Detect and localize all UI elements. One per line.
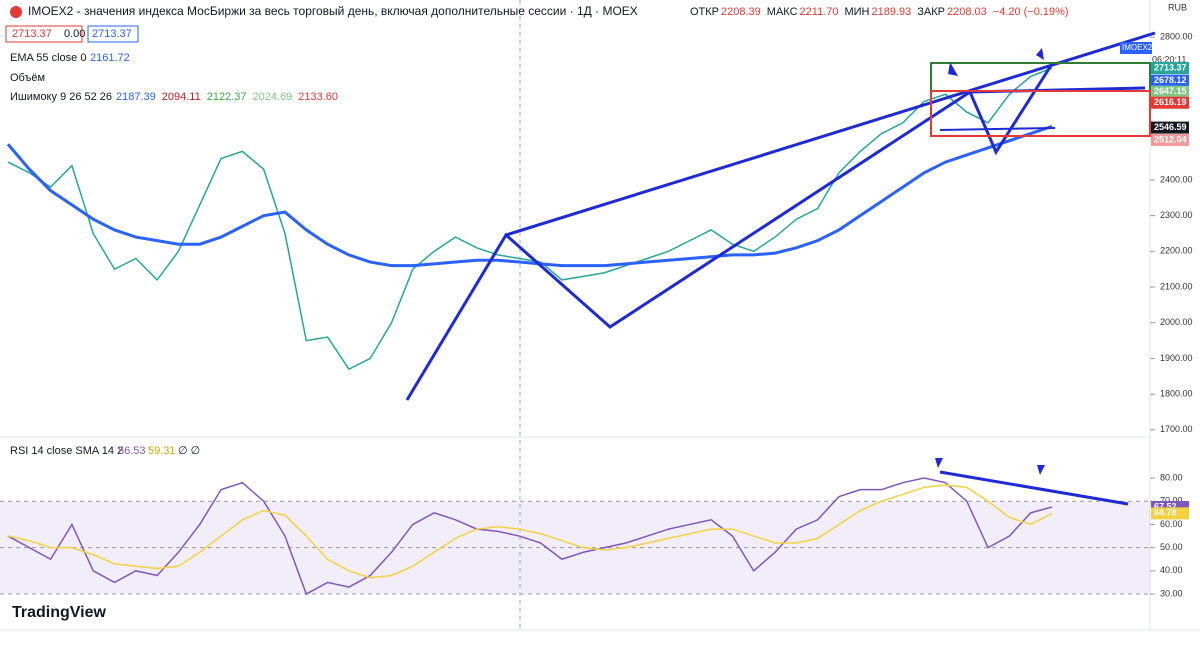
rsi-extra: ∅ ∅ bbox=[178, 445, 200, 457]
ohlc-item: МАКС bbox=[767, 6, 798, 18]
y-tick-label: 1700.00 bbox=[1160, 424, 1193, 434]
spread: 0.00 bbox=[64, 28, 85, 40]
y-tick-label: 2200.00 bbox=[1160, 246, 1193, 256]
rsi-band bbox=[0, 501, 1150, 595]
arrow bbox=[1036, 48, 1044, 60]
price-tag-label: 2713.37 bbox=[1154, 62, 1187, 72]
price-tag bbox=[1151, 96, 1189, 109]
ohlc-item: 2208.03 bbox=[947, 6, 987, 18]
price-tag-label: 2616.19 bbox=[1154, 97, 1187, 107]
ohlc-item: 2208.39 bbox=[721, 6, 761, 18]
price-tag bbox=[1151, 74, 1189, 87]
price-tag-label: 2647.15 bbox=[1154, 86, 1187, 96]
arrows bbox=[935, 48, 1045, 475]
rsi-trend-line bbox=[939, 470, 1129, 506]
ichimoku-value: 2094.11 bbox=[162, 91, 201, 103]
ohlc-item: ОТКР bbox=[690, 6, 719, 18]
ichimoku-value: 2187.39 bbox=[116, 91, 156, 103]
y-tick-label: 70.00 bbox=[1160, 496, 1183, 506]
y-tick-label: 80.00 bbox=[1160, 472, 1183, 482]
y-tick-label: 1800.00 bbox=[1160, 389, 1193, 399]
price-tag bbox=[1151, 85, 1189, 98]
sma-value: 59.31 bbox=[148, 445, 176, 457]
price-tag bbox=[1151, 62, 1189, 75]
symbol-tag-label: IMOEX2 bbox=[1122, 43, 1153, 52]
price-tag-label: 2512.04 bbox=[1154, 134, 1187, 144]
y-tick-label: 30.00 bbox=[1160, 588, 1183, 598]
ema-value: 2161.72 bbox=[90, 52, 130, 64]
title: IMOEX2 - значения индекса МосБиржи за ве… bbox=[28, 4, 638, 18]
series-line bbox=[7, 477, 1053, 596]
price-tag bbox=[1151, 507, 1189, 520]
rsi-value: 56.53 bbox=[118, 445, 146, 457]
y-tick-label: 2800.00 bbox=[1160, 32, 1193, 42]
trend-line bbox=[505, 31, 1156, 237]
ichimoku-value: 2122.37 bbox=[207, 91, 247, 103]
input-box[interactable] bbox=[87, 25, 139, 43]
ask: 2713.37 bbox=[92, 28, 132, 40]
volume-legend: Объём bbox=[10, 72, 45, 84]
price-tag bbox=[1151, 133, 1189, 146]
y-tick-label: 2100.00 bbox=[1160, 281, 1193, 291]
y-tick-label: 2400.00 bbox=[1160, 174, 1193, 184]
ichimoku-value: 2024.69 bbox=[252, 91, 292, 103]
input-box[interactable] bbox=[5, 25, 83, 43]
series-line bbox=[6, 124, 1053, 268]
trend-path bbox=[405, 63, 1054, 401]
ichimoku-legend: Ишимоку 9 26 52 26 bbox=[10, 91, 112, 103]
brand: TradingView bbox=[12, 604, 107, 621]
price-tag-label: 2546.59 bbox=[1154, 122, 1187, 132]
symbol-icon bbox=[10, 6, 22, 18]
y-tick-label: 1900.00 bbox=[1160, 353, 1193, 363]
drawings bbox=[405, 31, 1156, 506]
currency[interactable]: RUB bbox=[1168, 2, 1187, 12]
price-tag-label: 67.52 bbox=[1154, 501, 1177, 511]
bid: 2713.37 bbox=[12, 28, 52, 40]
ichimoku-value: 2133.60 bbox=[298, 91, 338, 103]
timer: 06:20:11 bbox=[1152, 54, 1186, 64]
price-tag-label: 2678.12 bbox=[1154, 75, 1187, 85]
ohlc-item: ЗАКР bbox=[917, 6, 945, 18]
price-tag-label: 64.78 bbox=[1154, 508, 1177, 518]
red-box bbox=[930, 90, 1151, 137]
arrow bbox=[1037, 465, 1045, 475]
y-tick-label: 60.00 bbox=[1160, 519, 1183, 529]
ema-legend: EMA 55 close 0 bbox=[10, 52, 86, 64]
trend-line bbox=[939, 127, 1056, 131]
price-tag bbox=[1151, 121, 1189, 134]
y-tick-label: 2300.00 bbox=[1160, 210, 1193, 220]
symbol-tag bbox=[1120, 42, 1152, 54]
rsi-legend: RSI 14 close SMA 14 2 bbox=[10, 445, 123, 457]
y-tick-label: 40.00 bbox=[1160, 565, 1183, 575]
y-tick-label: 50.00 bbox=[1160, 542, 1183, 552]
series-line bbox=[7, 484, 1053, 579]
y-tick-label: 2000.00 bbox=[1160, 317, 1193, 327]
ohlc-item: −4.20 (−0.19%) bbox=[993, 6, 1069, 18]
arrow bbox=[948, 62, 958, 76]
ohlc-item: 2189.93 bbox=[872, 6, 912, 18]
arrow bbox=[935, 458, 943, 468]
ohlc-item: 2211.70 bbox=[800, 6, 839, 18]
ohlc-item: МИН bbox=[844, 6, 869, 18]
